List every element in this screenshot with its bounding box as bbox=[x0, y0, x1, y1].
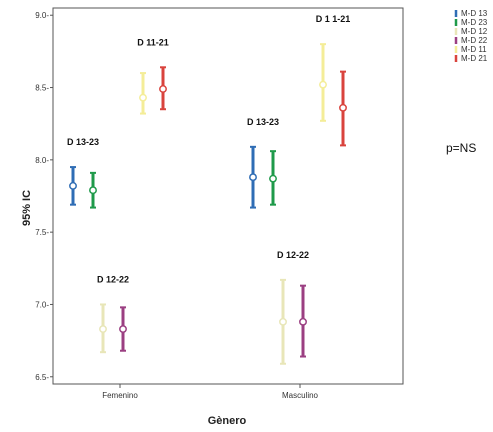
y-axis: 6.5- 7.0- 7.5- 8.0- 8.5- 9.0- bbox=[35, 11, 53, 382]
mean-marker bbox=[69, 181, 77, 190]
legend-item: M-D 22 bbox=[454, 36, 488, 45]
mean-marker bbox=[269, 174, 277, 183]
x-tick-label: Femenino bbox=[102, 391, 138, 400]
mean-marker bbox=[319, 80, 327, 89]
y-tick-label: 7.0- bbox=[35, 300, 49, 309]
y-tick-label: 8.0- bbox=[35, 156, 49, 165]
y-axis-label: 95% IC bbox=[21, 190, 33, 226]
error-bars bbox=[69, 43, 347, 365]
mean-marker bbox=[89, 186, 97, 195]
legend-label: M-D 21 bbox=[461, 54, 488, 63]
legend-item: M-D 11 bbox=[454, 45, 487, 54]
mean-marker bbox=[139, 93, 147, 102]
legend-label: M-D 22 bbox=[461, 36, 488, 45]
legend: M-D 13M-D 23M-D 12M-D 22M-D 11M-D 21 bbox=[454, 9, 488, 63]
mean-marker bbox=[159, 85, 167, 93]
mean-marker bbox=[339, 103, 347, 112]
x-axis-label: Gènero bbox=[208, 415, 247, 427]
error-bar-m-d-21 bbox=[159, 66, 167, 111]
error-bar-m-d-13 bbox=[69, 166, 77, 206]
pair-annotation: D 12-22 bbox=[277, 250, 309, 260]
legend-label: M-D 23 bbox=[461, 18, 488, 27]
p-value-note: p=NS bbox=[446, 141, 476, 155]
legend-item: M-D 21 bbox=[454, 54, 488, 63]
pair-annotation: D 13-23 bbox=[247, 117, 279, 127]
mean-marker bbox=[279, 317, 287, 326]
pair-annotation: D 1 1-21 bbox=[316, 14, 351, 24]
legend-item: M-D 23 bbox=[454, 18, 488, 27]
mean-marker bbox=[249, 173, 257, 182]
mean-marker bbox=[99, 325, 107, 333]
error-bar-m-d-21 bbox=[339, 70, 347, 147]
legend-item: M-D 13 bbox=[454, 9, 488, 18]
pair-annotation: D 11-21 bbox=[137, 37, 169, 47]
error-bar-m-d-23 bbox=[89, 171, 97, 209]
legend-label: M-D 11 bbox=[461, 45, 487, 54]
x-axis: Femenino Masculino bbox=[102, 384, 319, 400]
pair-annotation: D 12-22 bbox=[97, 274, 129, 284]
error-bar-m-d-11 bbox=[319, 43, 327, 122]
error-bar-m-d-11 bbox=[139, 72, 147, 115]
y-tick-label: 8.5- bbox=[35, 84, 49, 93]
pair-annotations: D 13-23 D 11-21 D 12-22 D 13-23 D 1 1-21 D 12… bbox=[67, 14, 350, 284]
error-bar-m-d-12 bbox=[279, 278, 287, 365]
error-bar-m-d-22 bbox=[299, 284, 307, 358]
y-tick-label: 7.5- bbox=[35, 228, 49, 237]
x-tick-label: Masculino bbox=[282, 391, 319, 400]
error-bar-m-d-12 bbox=[99, 303, 107, 354]
error-bar-m-d-13 bbox=[249, 145, 257, 209]
legend-label: M-D 13 bbox=[461, 9, 488, 18]
pair-annotation: D 13-23 bbox=[67, 137, 99, 147]
error-bar-m-d-23 bbox=[269, 150, 277, 206]
legend-label: M-D 12 bbox=[461, 27, 488, 36]
y-tick-label: 6.5- bbox=[35, 373, 49, 382]
y-tick-label: 9.0- bbox=[35, 11, 49, 20]
error-bar-m-d-22 bbox=[119, 306, 127, 352]
mean-marker bbox=[299, 317, 307, 326]
legend-item: M-D 12 bbox=[454, 27, 488, 36]
mean-marker bbox=[119, 325, 127, 333]
